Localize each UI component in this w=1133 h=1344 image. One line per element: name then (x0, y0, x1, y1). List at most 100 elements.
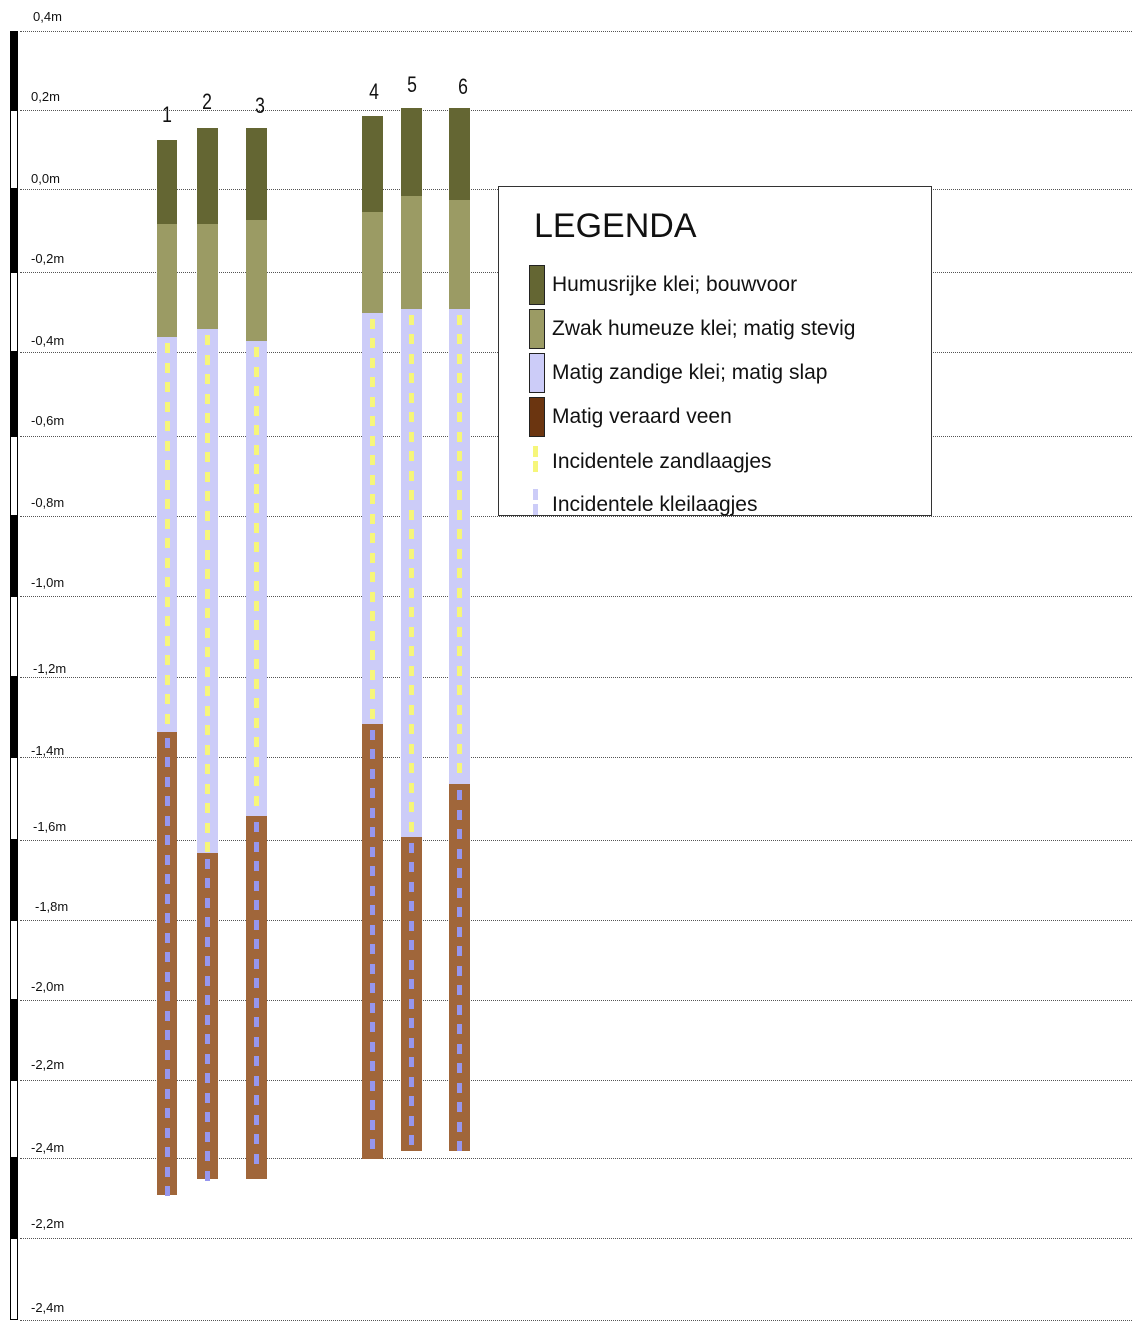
klei-dash (254, 939, 259, 950)
zand-dash (409, 529, 414, 540)
zand-dash (457, 568, 462, 579)
zand-dash (457, 665, 462, 676)
depth-gridline (20, 1080, 1132, 1081)
klei-dash (164, 835, 170, 846)
klei-dash (205, 936, 210, 947)
zand-dash (409, 724, 414, 735)
klei-dash (164, 1166, 170, 1177)
legend-title: LEGENDA (534, 207, 697, 245)
zand-dash (457, 353, 462, 364)
zand-dash (370, 591, 375, 602)
klei-dash (370, 749, 375, 760)
zand-dash (370, 357, 375, 368)
zand-dash (164, 577, 170, 588)
klei-dash (457, 1121, 462, 1132)
borehole-number: 2 (202, 89, 212, 114)
depth-gridline (20, 516, 1132, 517)
zand-dash (370, 318, 375, 329)
zand-dash (205, 744, 210, 755)
depth-label: -1,8m (35, 899, 69, 914)
depth-gridline (20, 110, 1132, 111)
zand-dash (254, 561, 259, 572)
zand-dash (457, 392, 462, 403)
klei-dash (370, 768, 375, 779)
scale-segment (10, 516, 18, 596)
klei-dash (205, 975, 210, 986)
zand-dash (409, 821, 414, 832)
depth-label: -2,2m (31, 1216, 65, 1231)
scale-segment (10, 1000, 18, 1080)
zand-dash (164, 557, 170, 568)
scale-segment (10, 1158, 18, 1238)
zand-dash (409, 470, 414, 481)
depth-gridline (20, 1000, 1132, 1001)
zand-dash (457, 470, 462, 481)
klei-dash (370, 1080, 375, 1091)
klei-dash (457, 1082, 462, 1093)
zand-dash (254, 756, 259, 767)
zand-dash (370, 377, 375, 388)
zand-dash (409, 782, 414, 793)
scale-segment (10, 189, 18, 272)
zand-dash (205, 374, 210, 385)
klei-dash (370, 944, 375, 955)
zand-dash (205, 413, 210, 424)
zand-dash (457, 704, 462, 715)
klei-dash (457, 965, 462, 976)
zand-dash (254, 425, 259, 436)
klei-dash (457, 1024, 462, 1035)
klei-dash (254, 1075, 259, 1086)
depth-label: 0,0m (31, 171, 60, 186)
klei-dash (205, 1014, 210, 1025)
klei-dash (457, 809, 462, 820)
klei-dash (205, 1151, 210, 1162)
zand-dash (457, 373, 462, 384)
klei-dash (370, 1022, 375, 1033)
klei-dash (409, 901, 414, 912)
zand-dash (164, 362, 170, 373)
zand-dash (254, 503, 259, 514)
zand-dash (409, 509, 414, 520)
zand-dash (409, 353, 414, 364)
zand-dash (409, 451, 414, 462)
zand-dash (254, 366, 259, 377)
klei-dash (457, 926, 462, 937)
klei-dash (457, 1063, 462, 1074)
zand-dash (370, 552, 375, 563)
klei-dash (164, 971, 170, 982)
depth-gridline (20, 31, 1132, 32)
zand-dash (164, 421, 170, 432)
scale-segment (10, 757, 18, 840)
depth-label: -0,8m (31, 495, 65, 510)
depth-label: -2,0m (31, 979, 65, 994)
klei-dash (457, 907, 462, 918)
zand-dash (409, 412, 414, 423)
klei-dash (370, 983, 375, 994)
klei-dash (409, 862, 414, 873)
zand-dash (409, 373, 414, 384)
klei-dash (370, 807, 375, 818)
legend-swatch (529, 265, 545, 305)
zand-dash (457, 763, 462, 774)
layer-zandige-klei (246, 341, 267, 817)
klei-dash (254, 861, 259, 872)
klei-dash (409, 1115, 414, 1126)
klei-dash (164, 757, 170, 768)
klei-dash (409, 940, 414, 951)
zand-dash (205, 666, 210, 677)
zand-dash (254, 581, 259, 592)
klei-dash (254, 900, 259, 911)
zand-dash (254, 639, 259, 650)
zand-dash (370, 494, 375, 505)
zand-dash (164, 616, 170, 627)
klei-dash (409, 1018, 414, 1029)
zand-dash (254, 347, 259, 358)
klei-dash (254, 1114, 259, 1125)
zand-dash (205, 588, 210, 599)
klei-dash (457, 848, 462, 859)
klei-dash (254, 880, 259, 891)
klei-dash (457, 1102, 462, 1113)
klei-dash (164, 815, 170, 826)
depth-label: 0,2m (31, 89, 60, 104)
zand-dash (254, 620, 259, 631)
